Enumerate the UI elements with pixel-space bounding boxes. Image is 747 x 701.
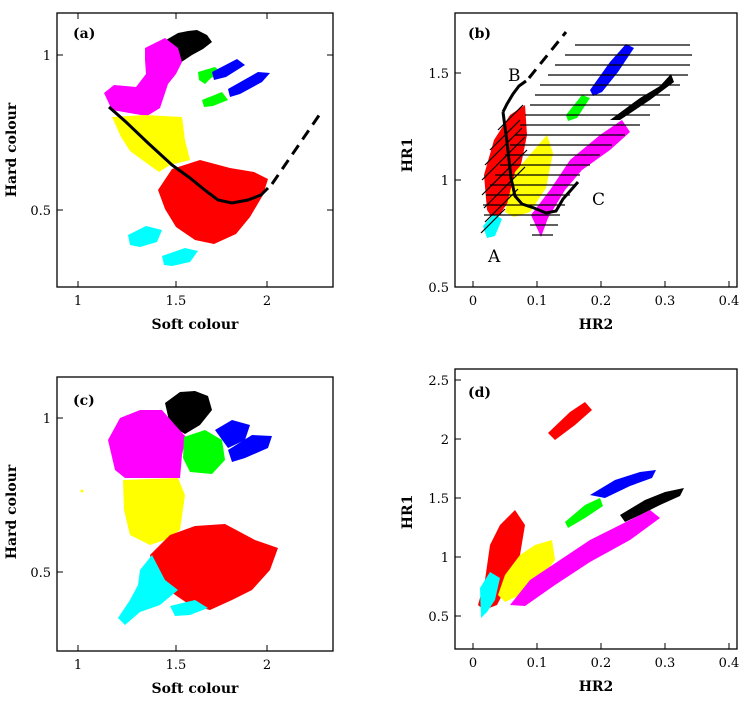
y-tick-label: 1 bbox=[43, 49, 51, 64]
x-tick-label: 0.1 bbox=[527, 656, 548, 671]
x-tick-label: 0.4 bbox=[719, 656, 740, 671]
y-tick-label: 0.5 bbox=[30, 566, 51, 581]
cluster-magenta bbox=[510, 510, 660, 606]
annotation-B: B bbox=[508, 66, 521, 86]
cluster-black bbox=[620, 488, 684, 522]
cluster-cyan-lower bbox=[170, 600, 208, 616]
x-tick-label: 0.2 bbox=[591, 294, 612, 309]
x-tick-label: 0.2 bbox=[591, 656, 612, 671]
panel-d-label: (d) bbox=[468, 385, 491, 401]
cluster-red-upper bbox=[548, 402, 592, 440]
x-axis-label: HR2 bbox=[579, 679, 614, 695]
x-tick-label: 2 bbox=[263, 658, 271, 673]
y-tick-label: 1 bbox=[441, 551, 449, 566]
panel-c: (c) 1 1.5 2 0.5 1 Soft colour Hard col bbox=[4, 376, 334, 697]
curve-dashed bbox=[527, 31, 568, 79]
cluster-red bbox=[158, 160, 268, 244]
cluster-green bbox=[566, 95, 590, 121]
panel-a-label: (a) bbox=[73, 26, 95, 42]
x-axis-label: Soft colour bbox=[152, 317, 240, 333]
cluster-green bbox=[183, 430, 225, 474]
panel-c-axes: 1 1.5 2 0.5 1 Soft colour Hard colour bbox=[4, 412, 271, 697]
x-tick-label: 0.1 bbox=[527, 294, 548, 309]
error-bars bbox=[480, 44, 692, 236]
panel-d-axes: 0 0.1 0.2 0.3 0.4 0.5 1 1.5 2 2.5 HR2 HR… bbox=[400, 374, 739, 695]
panel-a-scatter bbox=[104, 30, 324, 266]
x-axis-label: Soft colour bbox=[152, 681, 240, 697]
annotation-C: C bbox=[592, 190, 605, 210]
y-tick-label: 2.5 bbox=[428, 374, 449, 389]
cluster-yellow bbox=[112, 115, 190, 172]
panel-d-scatter bbox=[478, 402, 684, 618]
cluster-red bbox=[150, 524, 278, 610]
x-tick-label: 1.5 bbox=[166, 294, 187, 309]
cluster-cyan bbox=[483, 214, 502, 238]
cluster-blue bbox=[590, 44, 634, 96]
cluster-green bbox=[565, 498, 603, 528]
panel-b-frame bbox=[454, 12, 738, 288]
curve-solid bbox=[108, 105, 270, 205]
cluster-blue-upper bbox=[212, 59, 245, 80]
cluster-magenta bbox=[108, 410, 186, 478]
cluster-magenta bbox=[531, 120, 630, 237]
y-tick-label: 0.5 bbox=[428, 610, 449, 625]
y-axis-label: Hard colour bbox=[4, 102, 20, 197]
y-tick-label: 1.5 bbox=[428, 492, 449, 507]
panel-c-scatter bbox=[80, 391, 278, 625]
panel-a: (a) 1 1.5 2 bbox=[4, 12, 334, 333]
x-tick-label: 1 bbox=[74, 658, 82, 673]
panel-b-label: (b) bbox=[468, 26, 491, 42]
y-axis-label: HR1 bbox=[400, 138, 416, 173]
annotation-A: A bbox=[487, 247, 501, 267]
cluster-magenta bbox=[104, 38, 182, 116]
curve-solid bbox=[501, 111, 580, 215]
panel-c-label: (c) bbox=[73, 393, 95, 409]
panel-b-axes: 0 0.1 0.2 0.3 0.4 0.5 1 1.5 HR2 HR1 bbox=[400, 67, 739, 333]
x-axis-label: HR2 bbox=[579, 317, 614, 333]
y-tick-label: 1 bbox=[43, 412, 51, 427]
y-axis-label: HR1 bbox=[400, 495, 416, 530]
panel-b: (b) bbox=[400, 12, 739, 333]
cluster-blue-lower bbox=[228, 72, 270, 97]
x-tick-label: 0 bbox=[469, 294, 477, 309]
panel-b-scatter: A B C bbox=[480, 31, 692, 267]
panel-a-frame bbox=[56, 12, 334, 288]
panel-d: (d) 0 0.1 0.2 0.3 0.4 0 bbox=[400, 368, 739, 695]
curve-solid-upper bbox=[501, 79, 527, 113]
y-tick-label: 0.5 bbox=[428, 281, 449, 296]
cluster-cyan-lower bbox=[162, 248, 198, 266]
x-tick-label: 0.3 bbox=[655, 294, 676, 309]
cluster-cyan-upper bbox=[128, 226, 162, 247]
x-tick-label: 0.4 bbox=[719, 294, 740, 309]
y-tick-label: 1.5 bbox=[428, 67, 449, 82]
cluster-red bbox=[484, 105, 527, 216]
panel-c-frame bbox=[56, 376, 334, 652]
cluster-yellow bbox=[498, 540, 555, 602]
x-tick-label: 0.3 bbox=[655, 656, 676, 671]
yellow-outlier bbox=[80, 489, 84, 493]
cluster-blue-lower bbox=[228, 435, 272, 462]
x-tick-label: 1.5 bbox=[166, 658, 187, 673]
cluster-green-lower bbox=[202, 92, 228, 107]
y-tick-label: 0.5 bbox=[30, 204, 51, 219]
cluster-cyan-upper bbox=[118, 555, 178, 625]
x-tick-label: 2 bbox=[263, 294, 271, 309]
cluster-blue-upper bbox=[215, 420, 250, 448]
x-tick-label: 1 bbox=[74, 294, 82, 309]
y-axis-label: Hard colour bbox=[4, 464, 20, 559]
y-tick-label: 2 bbox=[441, 433, 449, 448]
cluster-yellow bbox=[123, 478, 185, 545]
cluster-cyan bbox=[480, 572, 500, 618]
curve-dashed bbox=[270, 110, 324, 185]
cluster-blue bbox=[590, 470, 656, 498]
panel-a-axes: 1 1.5 2 0.5 1 Soft colour Hard colour bbox=[4, 13, 333, 333]
y-tick-label: 1 bbox=[441, 174, 449, 189]
x-tick-label: 0 bbox=[469, 656, 477, 671]
panel-d-frame bbox=[454, 368, 738, 650]
cluster-black bbox=[610, 74, 674, 120]
cluster-black bbox=[165, 391, 212, 434]
